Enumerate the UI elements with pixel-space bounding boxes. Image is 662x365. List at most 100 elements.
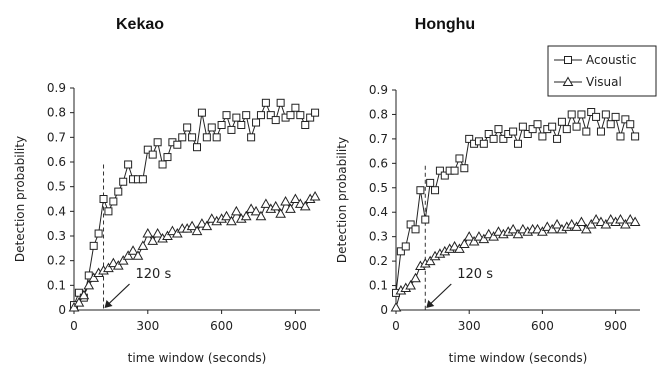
- data-point-triangle: [171, 228, 183, 238]
- chart-honghu: Honghu 0 0.1 0.2 0.3 0.4 0.5 0.6 0.7 0.8 0.9 0 300 60…: [335, 16, 657, 365]
- data-point-square: [124, 160, 133, 169]
- y-tick-label: 0.7: [47, 130, 66, 144]
- data-point-triangle: [167, 225, 178, 236]
- data-point-square: [207, 123, 216, 132]
- legend: Acoustic Visual: [547, 45, 657, 97]
- data-point-triangle: [122, 250, 134, 260]
- annotation-label: 120 s: [457, 267, 493, 282]
- y-axis-label: Detection probability: [335, 137, 349, 263]
- data-point-triangle: [117, 255, 129, 265]
- data-point-square: [601, 110, 610, 119]
- data-point-triangle: [191, 225, 203, 236]
- legend-label: Visual: [586, 75, 622, 89]
- data-point-triangle: [270, 200, 282, 211]
- data-point-square: [217, 121, 226, 129]
- data-point-square: [596, 127, 605, 136]
- data-point-triangle: [206, 213, 218, 223]
- data-point-square: [499, 134, 508, 143]
- data-point-triangle: [73, 297, 85, 307]
- annotation-label: 120 s: [136, 267, 172, 282]
- annotation-arrowhead: [426, 300, 435, 308]
- data-point-triangle: [112, 260, 124, 270]
- x-tick-label: 600: [531, 319, 554, 333]
- data-point-square: [99, 195, 108, 203]
- data-point-square: [577, 110, 586, 119]
- data-point-triangle: [532, 223, 543, 234]
- data-point-square: [518, 122, 527, 131]
- data-point-square: [406, 220, 415, 229]
- data-point-triangle: [571, 221, 582, 231]
- data-point-triangle: [250, 205, 262, 216]
- data-point-triangle: [551, 218, 563, 229]
- x-tick-label: 900: [604, 319, 627, 333]
- data-point-triangle: [88, 272, 100, 282]
- data-point-triangle: [624, 214, 636, 224]
- data-point-square: [306, 113, 315, 122]
- data-point-triangle: [196, 218, 208, 228]
- data-point-square: [158, 160, 167, 169]
- data-point-square: [401, 242, 410, 251]
- data-point-triangle: [280, 195, 291, 206]
- data-point-square: [479, 139, 488, 148]
- data-point-triangle: [585, 218, 597, 229]
- data-point-square: [266, 111, 275, 120]
- data-point-square: [416, 186, 425, 195]
- data-point-triangle: [473, 231, 485, 241]
- data-point-triangle: [493, 226, 504, 236]
- data-point-square: [396, 247, 405, 256]
- data-point-triangle: [483, 228, 495, 239]
- data-point-triangle: [285, 203, 296, 213]
- data-point-square: [592, 112, 601, 121]
- data-point-square: [109, 197, 118, 206]
- data-point-square: [163, 153, 172, 162]
- data-point-triangle: [629, 216, 641, 226]
- data-point-triangle: [537, 226, 548, 236]
- data-point-square: [548, 122, 557, 131]
- x-tick-label: 300: [458, 319, 481, 333]
- x-tick-label: 0: [70, 319, 78, 333]
- legend-triangle-icon: [562, 76, 574, 86]
- data-point-square: [431, 186, 440, 195]
- y-tick-label: 0.8: [47, 106, 66, 120]
- y-tick-label: 0.7: [369, 132, 388, 146]
- data-point-square: [222, 111, 231, 120]
- data-point-triangle: [620, 218, 631, 229]
- data-point-triangle: [132, 250, 144, 260]
- data-point-square: [626, 120, 635, 129]
- y-tick-label: 0.9: [47, 81, 66, 95]
- data-point-triangle: [245, 203, 257, 213]
- y-tick-label: 0.2: [47, 254, 66, 268]
- data-point-square: [188, 133, 197, 142]
- data-point-square: [421, 215, 430, 224]
- data-point-triangle: [162, 230, 173, 240]
- data-point-triangle: [468, 236, 480, 246]
- data-point-square: [616, 132, 625, 141]
- data-point-triangle: [231, 205, 242, 216]
- data-point-square: [611, 112, 620, 121]
- data-point-square: [606, 120, 615, 129]
- data-point-square: [286, 111, 295, 120]
- data-point-triangle: [605, 214, 617, 224]
- data-point-square: [202, 133, 211, 142]
- x-tick-label: 600: [210, 319, 233, 333]
- data-point-triangle: [507, 223, 519, 234]
- data-point-square: [440, 171, 449, 180]
- y-axis-label: Detection probability: [13, 136, 27, 262]
- data-point-triangle: [290, 193, 301, 203]
- data-point-triangle: [240, 210, 252, 221]
- data-point-square: [455, 154, 464, 163]
- series-visual: [68, 191, 321, 312]
- data-point-square: [528, 125, 537, 134]
- x-axis-label: time window (seconds): [449, 351, 588, 365]
- data-point-triangle: [576, 216, 587, 226]
- data-point-square: [247, 133, 256, 142]
- data-point-square: [143, 145, 152, 154]
- x-axis-label: time window (seconds): [128, 351, 267, 365]
- data-point-square: [311, 108, 320, 117]
- data-point-square: [232, 113, 241, 122]
- y-tick-label: 0.6: [369, 156, 388, 170]
- data-point-triangle: [152, 228, 163, 238]
- data-point-square: [242, 111, 251, 120]
- data-point-square: [489, 134, 498, 143]
